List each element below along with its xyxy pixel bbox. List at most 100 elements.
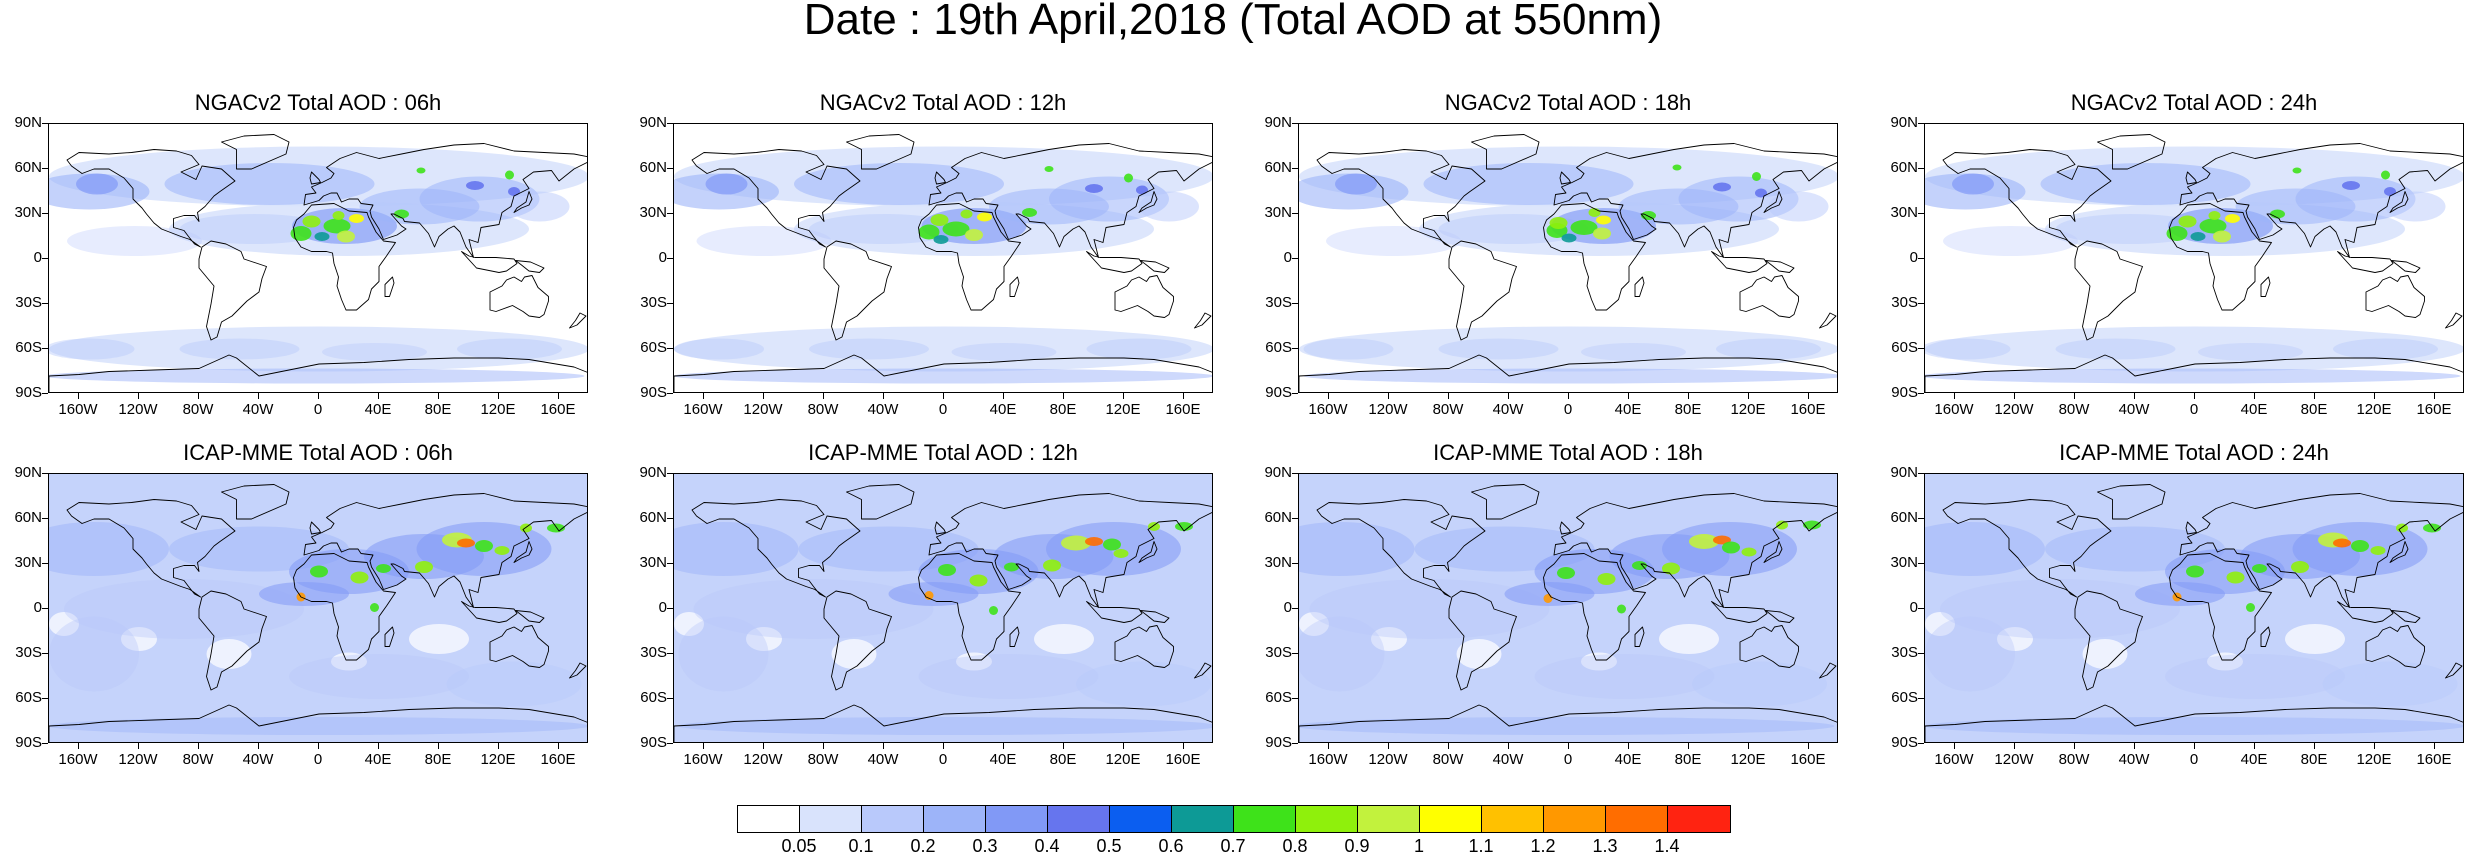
panel-title: ICAP-MME Total AOD : 12h: [808, 440, 1078, 465]
new-guinea-coastline: [515, 610, 545, 623]
longitude-label: 40W: [2118, 751, 2150, 768]
longitude-tick: [1123, 743, 1124, 749]
latitude-label: 0: [1909, 599, 1918, 616]
longitude-label: 40E: [1614, 401, 1642, 418]
aod-plume: [1940, 579, 2180, 639]
japan-coastline: [2389, 191, 2409, 213]
aod-hotspot: [965, 229, 983, 241]
latitude-tick: [42, 563, 48, 564]
aod-hotspot: [2384, 187, 2396, 196]
longitude-label: 80W: [2058, 751, 2090, 768]
new-zealand-coastline: [1194, 662, 1212, 679]
madagascar-coastline: [384, 276, 395, 297]
aod-plume: [322, 343, 427, 361]
aod-plume: [674, 368, 1212, 384]
longitude-label: 160W: [1934, 751, 1974, 768]
aod-field: [1299, 612, 1329, 636]
latitude-tick: [1292, 608, 1298, 609]
aod-plume: [1086, 338, 1192, 360]
longitude-label: 160W: [683, 401, 723, 418]
aod-hotspot: [1632, 561, 1647, 570]
aod-hotspot: [2270, 209, 2285, 219]
longitude-label: 40W: [1492, 401, 1524, 418]
aod-field: [49, 612, 79, 636]
aod-plume: [951, 343, 1057, 361]
colorbar-level-label: 0.6: [1158, 836, 1184, 856]
greenland-coastline: [1471, 484, 1540, 520]
longitude-label: 80W: [1432, 401, 1464, 418]
aod-plume: [164, 163, 375, 205]
aod-hotspot: [415, 561, 433, 573]
aod-hotspot: [1124, 173, 1133, 183]
map-panel: NGACv2 Total AOD : 18h 90N 60N 30N 0 30S 60S 90…: [1264, 90, 1838, 418]
map-panel: NGACv2 Total AOD : 06h 90N 60N 30N 0 30S 60S 90…: [14, 90, 588, 418]
panel-title: NGACv2 Total AOD : 18h: [1444, 90, 1692, 115]
aod-plume: [419, 176, 540, 222]
greenland-coastline: [846, 484, 915, 520]
longitude-tick: [2434, 743, 2435, 749]
latitude-label: 30N: [1264, 554, 1292, 571]
longitude-label: 40W: [242, 401, 274, 418]
aod-plume: [1303, 368, 1837, 384]
map-frame: [48, 473, 588, 743]
latitude-tick: [1292, 123, 1298, 124]
aod-plume: [1303, 338, 1394, 360]
aod-hotspot: [918, 224, 940, 240]
indonesia-coastline: [1086, 251, 1143, 273]
latitude-label: 30N: [1264, 204, 1292, 221]
latitude-tick: [1918, 168, 1924, 169]
aod-hotspot: [960, 209, 973, 219]
greenland-coastline: [2097, 484, 2166, 520]
longitude-label: 0: [2189, 401, 2199, 418]
longitude-tick: [378, 393, 379, 399]
colorbar-swatch: [800, 806, 862, 832]
longitude-tick: [1183, 743, 1184, 749]
aod-hotspot: [1557, 567, 1575, 579]
south-america-coastline: [198, 590, 267, 691]
longitude-tick: [1448, 393, 1449, 399]
britain-coastline: [1559, 171, 1571, 185]
japan-coastline: [1763, 191, 1783, 213]
map-panel: NGACv2 Total AOD : 24h 90N 60N 30N 0 30S 60S 90…: [1890, 90, 2464, 418]
aod-map: [1299, 124, 1837, 392]
australia-coastline: [489, 275, 549, 318]
north-america-coastline: [1316, 499, 1486, 598]
aod-hotspot: [1713, 535, 1731, 545]
longitude-label: 120W: [743, 751, 783, 768]
latitude-tick: [667, 698, 673, 699]
longitude-tick: [1063, 743, 1064, 749]
aod-hotspot: [933, 235, 949, 244]
longitude-label: 0: [1563, 401, 1573, 418]
colorbar-swatch: [1296, 806, 1358, 832]
colorbar-level-label: 0.5: [1096, 836, 1122, 856]
indonesia-coastline: [1086, 601, 1143, 623]
longitude-label: 80W: [807, 751, 839, 768]
aod-plume: [67, 226, 202, 256]
longitude-tick: [1808, 393, 1809, 399]
longitude-tick: [703, 743, 704, 749]
latitude-label: 60N: [1890, 509, 1918, 526]
new-zealand-coastline: [2445, 662, 2463, 679]
greenland-coastline: [221, 134, 290, 170]
madagascar-coastline: [2260, 626, 2271, 647]
australia-coastline: [1114, 625, 1174, 668]
latitude-tick: [667, 348, 673, 349]
madagascar-coastline: [2260, 276, 2271, 297]
aod-plume: [1534, 654, 1715, 699]
latitude-label: 90S: [15, 734, 42, 751]
colorbar-swatch: [1420, 806, 1482, 832]
longitude-tick: [1328, 393, 1329, 399]
antarctica-coastline: [674, 704, 1212, 742]
longitude-label: 120E: [480, 751, 516, 768]
map-panel: NGACv2 Total AOD : 12h 90N 60N 30N 0 30S 60S 90…: [639, 90, 1213, 418]
latitude-label: 90N: [1890, 114, 1918, 131]
aod-plume: [2165, 654, 2345, 699]
latitude-label: 30N: [14, 204, 42, 221]
latitude-tick: [1292, 258, 1298, 259]
aod-plume: [693, 579, 934, 639]
aod-hotspot: [1662, 562, 1680, 575]
latitude-tick: [1292, 473, 1298, 474]
latitude-label: 30S: [15, 294, 42, 311]
aod-map: [49, 124, 587, 392]
latitude-tick: [1292, 303, 1298, 304]
